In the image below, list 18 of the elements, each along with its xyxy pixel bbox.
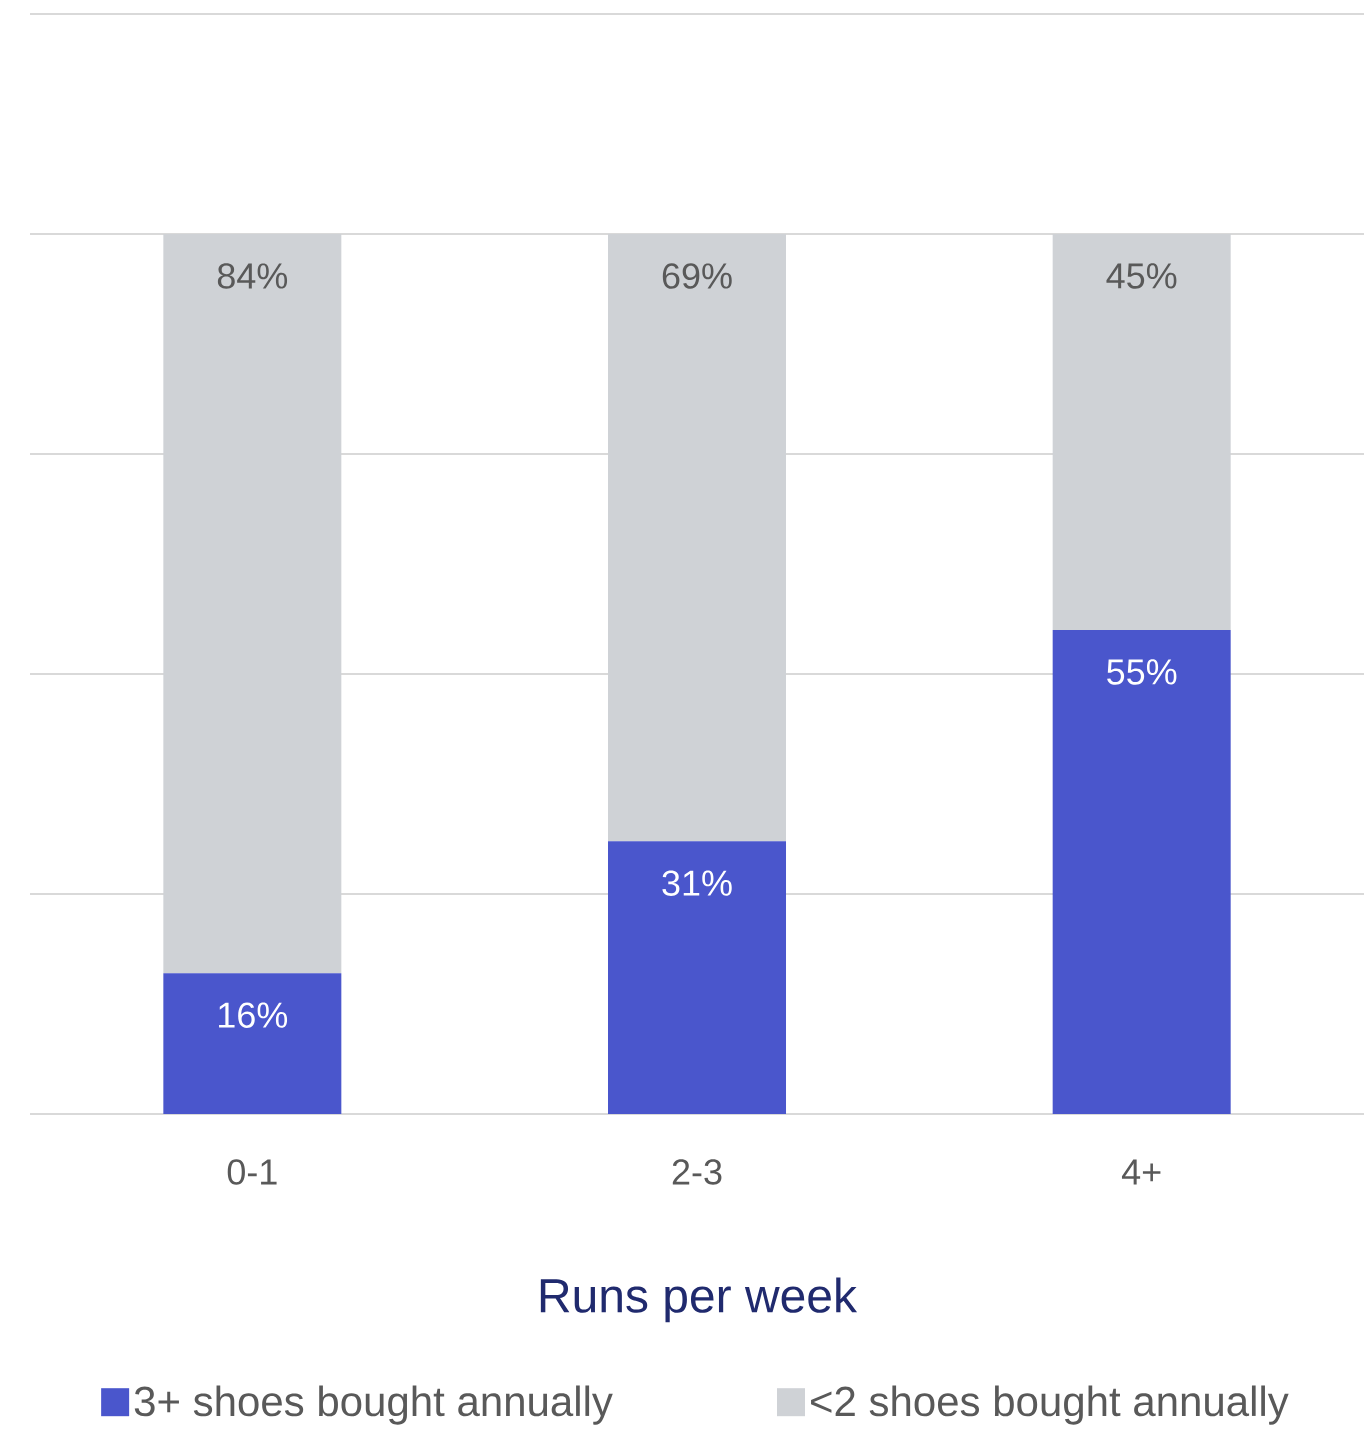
data-label: 69% xyxy=(662,263,732,289)
bar xyxy=(608,233,787,842)
x-axis-title: Runs per week xyxy=(540,1277,858,1323)
x-tick-label: 2-3 xyxy=(672,1159,722,1185)
data-label: 84% xyxy=(217,263,288,289)
bar xyxy=(163,973,342,1114)
data-label: 16% xyxy=(219,1002,288,1028)
bar xyxy=(608,841,787,1114)
legend-label: 3+ shoes bought annually xyxy=(134,1385,613,1425)
data-label: 55% xyxy=(1107,659,1177,685)
bar xyxy=(163,233,342,974)
x-tick-label: 4+ xyxy=(1121,1159,1161,1185)
data-label: 31% xyxy=(662,870,732,896)
x-tick-label: 0-1 xyxy=(227,1159,277,1185)
data-label: 45% xyxy=(1106,263,1177,289)
bar xyxy=(1052,233,1231,630)
legend-label: <2 shoes bought annually xyxy=(811,1385,1289,1425)
bar xyxy=(1052,629,1231,1114)
